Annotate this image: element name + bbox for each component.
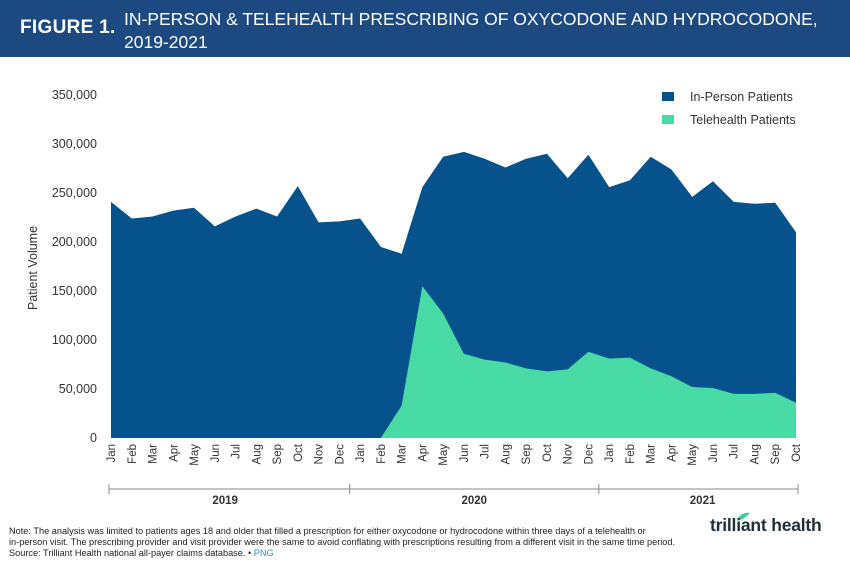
- x-tick-label: Feb: [376, 444, 388, 464]
- trilliant-leaf-icon: [737, 512, 750, 521]
- x-tick-label: Oct: [542, 443, 554, 462]
- footnote: Note: The analysis was limited to patien…: [9, 526, 699, 560]
- separator-dot: •: [248, 548, 252, 559]
- year-label: 2019: [212, 495, 238, 507]
- x-tick-label: Sep: [770, 444, 782, 464]
- y-tick-label: 350,000: [52, 88, 97, 102]
- x-tick-label: Jun: [708, 444, 720, 463]
- stacked-area-chart: 0 50,000 100,000 150,000 200,000 250,000 300,0…: [26, 88, 803, 507]
- x-tick-label: Oct: [791, 443, 803, 462]
- x-tick-label: Apr: [417, 444, 429, 462]
- png-download-link[interactable]: PNG: [253, 548, 274, 559]
- x-tick-label: Aug: [500, 444, 512, 464]
- x-tick-label: Feb: [127, 444, 139, 464]
- x-tick-label: Jun: [459, 444, 471, 463]
- x-tick-label: Aug: [749, 444, 761, 464]
- legend-swatch-in-person: [662, 92, 674, 101]
- y-axis-label: Patient Volume: [26, 226, 40, 310]
- x-tick-label: Aug: [251, 444, 263, 464]
- y-tick-label: 50,000: [59, 382, 97, 396]
- note-line-1: Note: The analysis was limited to patien…: [9, 526, 646, 536]
- y-tick-label: 0: [90, 431, 97, 445]
- legend-swatch-telehealth: [662, 115, 674, 124]
- y-tick-label: 200,000: [52, 235, 97, 249]
- x-tick-label: Apr: [666, 444, 678, 462]
- x-tick-label: Jul: [480, 444, 492, 459]
- figure-label: FIGURE 1.: [20, 17, 116, 38]
- y-tick-label: 150,000: [52, 284, 97, 298]
- year-axis: 2019 2020 2021: [108, 484, 799, 507]
- legend-label-in-person: In-Person Patients: [690, 90, 793, 104]
- legend: In-Person Patients Telehealth Patients: [662, 90, 796, 127]
- x-tick-label: Dec: [334, 444, 346, 465]
- x-tick-label: Oct: [293, 443, 305, 462]
- x-tick-label: Mar: [148, 444, 160, 464]
- figure-header: FIGURE 1. IN-PERSON & TELEHEALTH PRESCRI…: [0, 0, 850, 57]
- x-tick-label: Jan: [604, 444, 616, 463]
- note-line-2: in-person visit. The prescribing provide…: [9, 537, 676, 548]
- x-tick-label: Jul: [231, 444, 243, 459]
- y-tick-label: 300,000: [52, 137, 97, 151]
- x-tick-label: May: [438, 444, 450, 466]
- source-line: Source: Trilliant Health national all-pa…: [9, 548, 699, 559]
- source-text: Source: Trilliant Health national all-pa…: [9, 548, 246, 559]
- y-tick-label: 250,000: [52, 186, 97, 200]
- x-tick-label: Apr: [168, 444, 180, 462]
- x-tick-label: Dec: [583, 444, 595, 465]
- x-tick-label: Feb: [625, 444, 637, 464]
- x-tick-label: Nov: [314, 444, 326, 465]
- x-tick-label: Jan: [355, 444, 367, 463]
- y-tick-label: 100,000: [52, 333, 97, 347]
- figure-title: IN-PERSON & TELEHEALTH PRESCRIBING OF OX…: [124, 9, 818, 52]
- x-tick-label: Mar: [397, 444, 409, 464]
- x-tick-label: Nov: [563, 444, 575, 465]
- x-tick-label: Mar: [646, 444, 658, 464]
- year-label: 2021: [690, 495, 716, 507]
- x-tick-label: May: [189, 444, 201, 466]
- year-label: 2020: [461, 495, 487, 507]
- x-tick-label: Jan: [106, 444, 118, 463]
- legend-label-telehealth: Telehealth Patients: [690, 113, 796, 127]
- x-tick-label: Sep: [521, 444, 533, 464]
- chart-areas: [111, 151, 796, 438]
- x-tick-label: May: [687, 444, 699, 466]
- x-tick-label: Jul: [729, 444, 741, 459]
- x-tick-label: Jun: [210, 444, 222, 463]
- trilliant-health-logo: trilliant health: [710, 515, 822, 535]
- y-axis: 0 50,000 100,000 150,000 200,000 250,000 300,0…: [52, 88, 97, 445]
- area-telehealth: [111, 286, 796, 438]
- x-tick-label: Sep: [272, 444, 284, 464]
- x-axis: Jan Feb Mar Apr May Jun Jul Aug Sep Oct Nov Dec Jan F…: [106, 443, 803, 466]
